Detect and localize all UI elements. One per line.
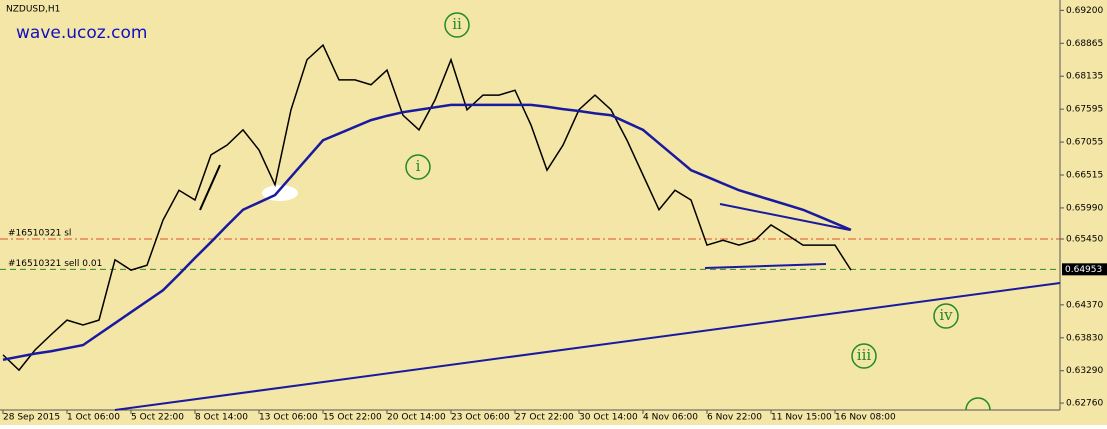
wave-circle xyxy=(851,343,877,369)
y-tick-label: 0.67595 xyxy=(1066,105,1103,115)
wave-circle xyxy=(444,12,470,38)
wave-circle xyxy=(965,397,991,411)
y-tick-label: 0.68865 xyxy=(1066,39,1103,49)
y-tick-label: 0.63830 xyxy=(1066,333,1103,343)
y-tick-label: 0.68135 xyxy=(1066,72,1103,82)
price-label: 0.64953 xyxy=(1065,265,1102,275)
x-tick-label: 5 Oct 22:00 xyxy=(131,413,184,423)
trendline xyxy=(199,164,221,211)
wave-label: iv xyxy=(939,306,953,324)
x-tick-label: 28 Sep 2015 xyxy=(3,413,60,423)
x-tick-label: 1 Oct 06:00 xyxy=(67,413,120,423)
y-tick-label: 0.67055 xyxy=(1066,138,1103,148)
x-tick-label: 23 Oct 06:00 xyxy=(451,413,510,423)
y-tick-label: 0.63290 xyxy=(1066,366,1103,376)
level-label: #16510321 sl xyxy=(8,229,71,239)
price-box xyxy=(1062,263,1107,276)
wave-label: i xyxy=(416,157,421,175)
y-tick-label: 0.65990 xyxy=(1066,203,1103,213)
wave-label: ii xyxy=(452,15,462,33)
x-tick-label: 20 Oct 14:00 xyxy=(387,413,446,423)
y-tick-label: 0.66515 xyxy=(1066,171,1103,181)
y-tick-label: 0.65450 xyxy=(1066,235,1103,245)
x-tick-label: 6 Nov 22:00 xyxy=(707,413,762,423)
wave-circle xyxy=(405,154,431,180)
level-label: #16510321 sell 0.01 xyxy=(8,259,102,269)
wave-label: iii xyxy=(857,346,872,364)
wave-circle xyxy=(933,303,959,329)
y-tick-label: 0.62760 xyxy=(1066,399,1103,409)
x-tick-label: 13 Oct 06:00 xyxy=(259,413,318,423)
x-tick-label: 15 Oct 22:00 xyxy=(323,413,382,423)
x-tick-label: 30 Oct 14:00 xyxy=(579,413,638,423)
x-tick-label: 8 Oct 14:00 xyxy=(195,413,248,423)
x-tick-label: 4 Nov 06:00 xyxy=(643,413,698,423)
trendline xyxy=(114,282,1061,411)
chart-title: NZDUSD,H1 xyxy=(6,5,60,15)
x-tick-label: 27 Oct 22:00 xyxy=(515,413,574,423)
watermark: wave.ucoz.com xyxy=(16,23,147,43)
series-line xyxy=(2,43,852,372)
trendline xyxy=(704,263,827,269)
series-line xyxy=(2,103,852,361)
x-tick-label: 16 Nov 08:00 xyxy=(835,413,896,423)
y-tick-label: 0.69200 xyxy=(1066,6,1103,16)
x-tick-label: 11 Nov 15:00 xyxy=(771,413,832,423)
y-tick-label: 0.64370 xyxy=(1066,300,1103,310)
trendline xyxy=(719,203,851,231)
